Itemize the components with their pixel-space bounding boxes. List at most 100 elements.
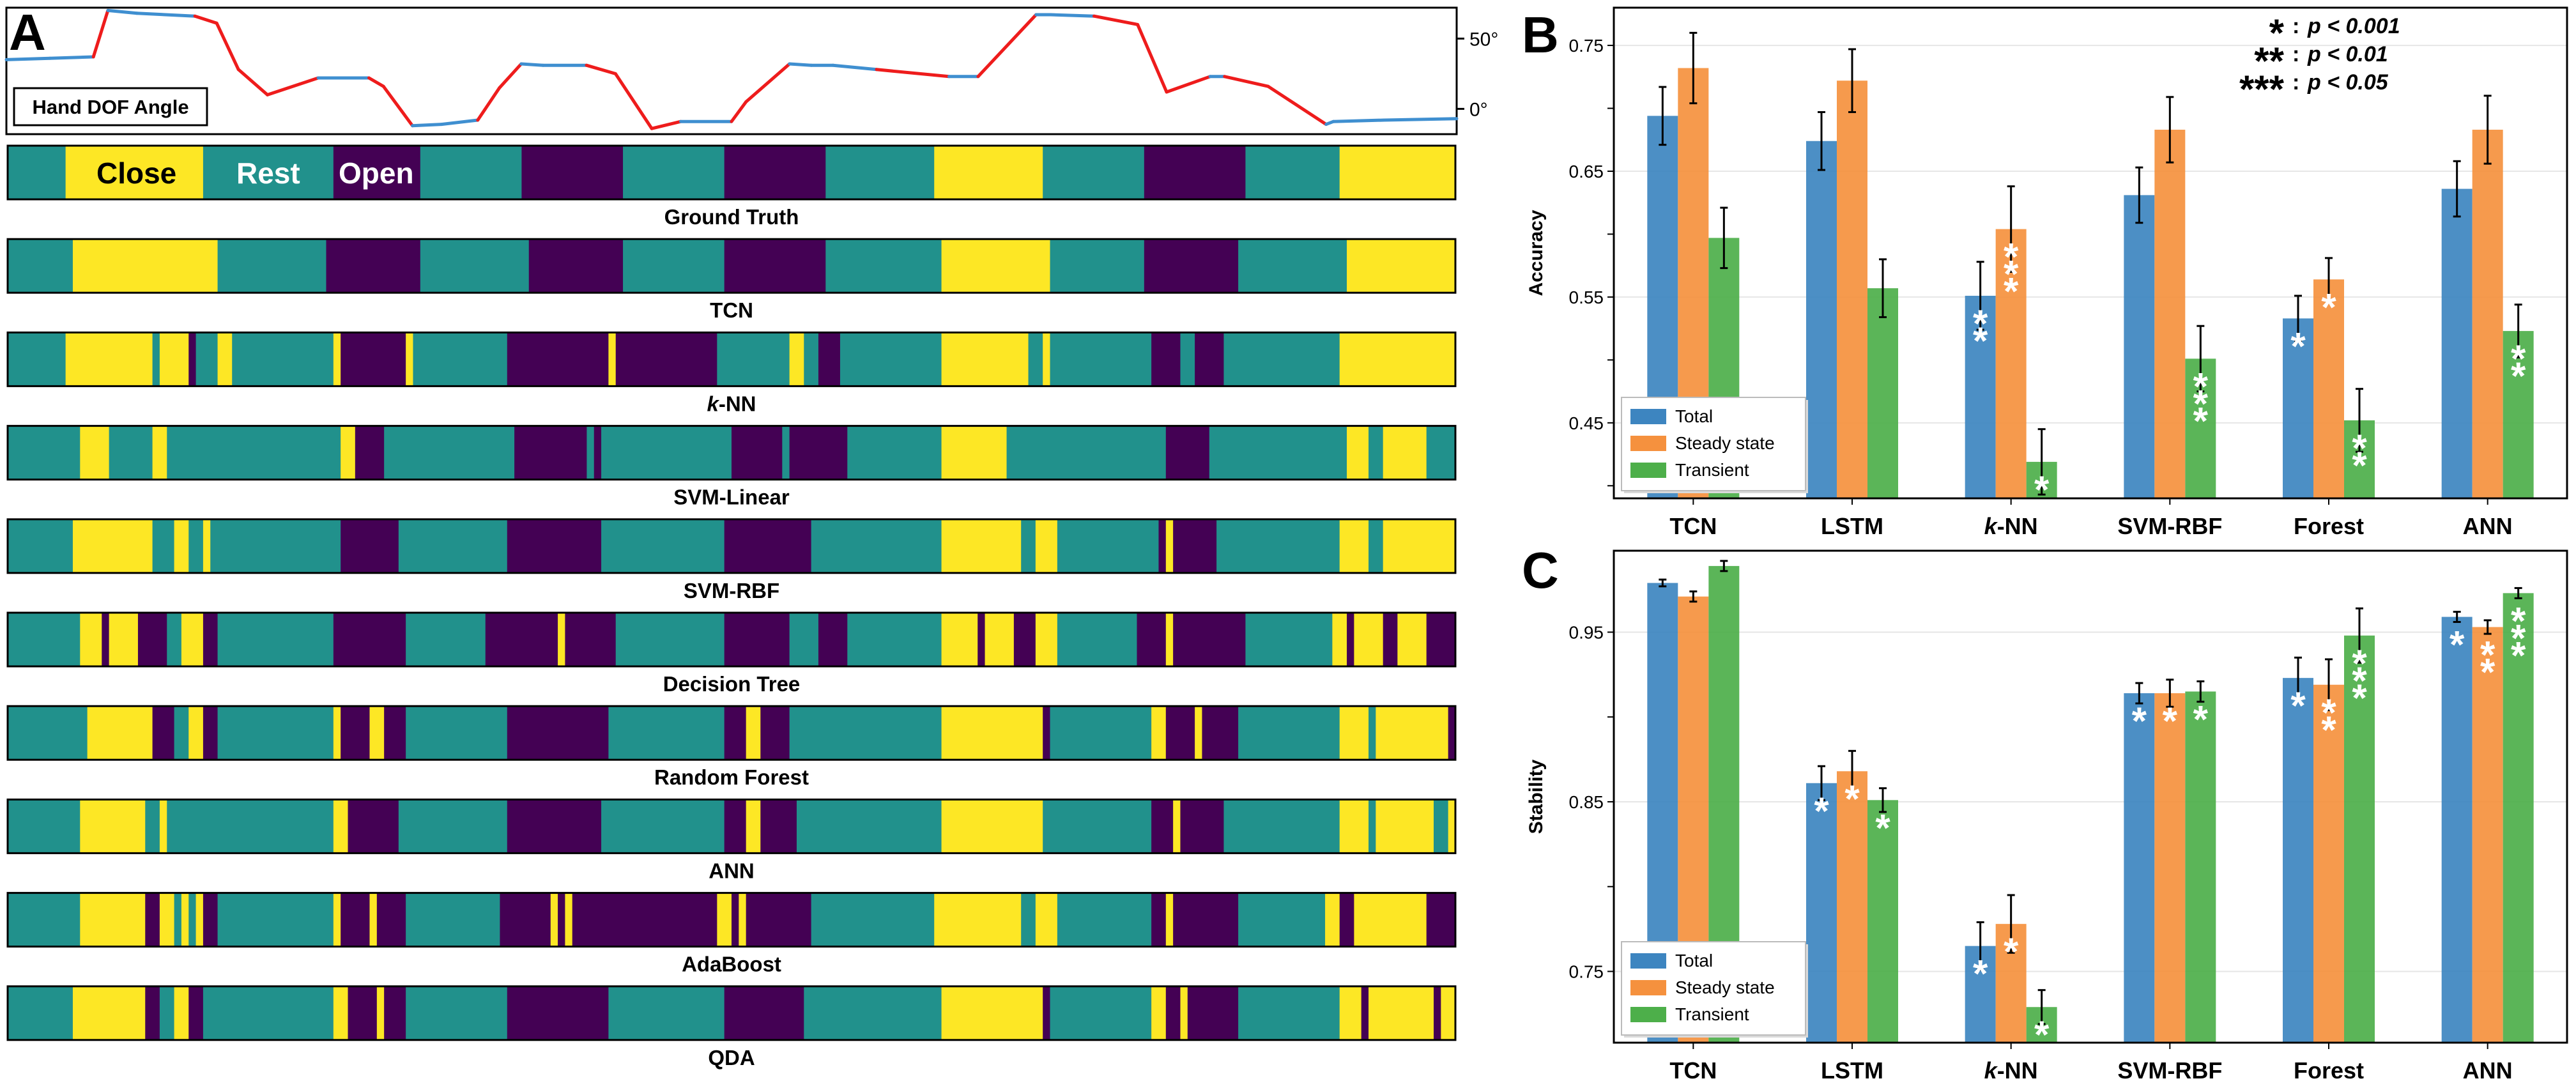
strip-segment — [789, 706, 942, 760]
strip-segment — [941, 239, 1051, 293]
strip-frame — [6, 425, 1457, 481]
legend-swatch-total — [1630, 953, 1666, 969]
angle-segment — [106, 8, 139, 15]
legend-rest: Rest — [236, 157, 300, 190]
strip-segment — [507, 706, 609, 760]
angle-segment — [381, 84, 415, 128]
significance-star: * — [2290, 684, 2306, 727]
strip-segment — [558, 613, 566, 666]
strip-segment — [985, 613, 1015, 666]
strip-segment — [203, 519, 211, 573]
bar-steady-state-svm-rbf — [2154, 693, 2186, 1043]
strip-segment — [174, 519, 189, 573]
significance-star: * — [1973, 953, 1988, 995]
angle-segment — [613, 72, 654, 130]
sig-legend-stars-2: ** — [2254, 40, 2284, 82]
strip-segment — [1043, 986, 1051, 1040]
strip-segment — [420, 239, 530, 293]
y-tick-label: 0.85 — [1569, 792, 1604, 812]
strip-segment — [1339, 706, 1369, 760]
strip-segment — [384, 706, 406, 760]
strip-segment — [80, 425, 110, 480]
significance-star: * — [1844, 778, 1860, 820]
x-tick-label: LSTM — [1821, 513, 1883, 539]
bar-transient-ann — [2503, 593, 2534, 1043]
strip-segment — [941, 986, 1043, 1040]
significance-star: * — [1973, 319, 1988, 362]
x-tick-label: SVM-RBF — [2117, 513, 2222, 539]
angle-segment — [1092, 14, 1140, 26]
strip-segment — [804, 332, 819, 387]
strip-segment — [717, 332, 790, 387]
x-tick-label: k-NN — [1984, 513, 2038, 539]
strip-segment — [1137, 613, 1167, 666]
strip-segment — [326, 239, 421, 293]
bar-total-ann — [2441, 188, 2472, 498]
strip-segment — [109, 613, 139, 666]
strip-segment — [724, 146, 826, 199]
strip-segment — [333, 893, 341, 947]
strip-segment — [217, 893, 334, 947]
strip-segment — [1397, 613, 1427, 666]
strip-segment — [217, 332, 233, 387]
strip-label: TCN — [710, 298, 753, 322]
significance-star: * — [2004, 236, 2019, 279]
angle-segment — [476, 86, 502, 122]
strip-segment — [188, 332, 197, 387]
strip-segment — [152, 706, 175, 760]
sig-legend-stars-1: * — [2269, 12, 2285, 54]
bar-steady-state-k-nn — [1995, 229, 2027, 498]
significance-star: * — [2511, 599, 2526, 642]
strip-segment — [724, 519, 812, 573]
strip-segment — [1376, 706, 1449, 760]
strip-segment — [217, 239, 327, 293]
strip-segment — [507, 332, 609, 387]
strip-segment — [109, 425, 153, 480]
strip-segment — [333, 986, 349, 1040]
strip-segment — [167, 425, 341, 480]
strip-segment — [159, 893, 175, 947]
strip-segment — [1035, 613, 1058, 666]
strip-segment — [565, 893, 573, 947]
strip-random-forest: Random Forest — [6, 705, 1457, 789]
strip-segment — [8, 425, 80, 480]
bar-total-lstm — [1806, 783, 1837, 1043]
strip-segment — [333, 332, 341, 387]
strip-segment — [514, 425, 587, 480]
strip-segment — [72, 519, 153, 573]
angle-segment — [135, 12, 197, 18]
angle-segment — [730, 100, 748, 123]
angle-segment — [498, 62, 523, 89]
strip-segment — [847, 613, 942, 666]
strip-segment — [1173, 613, 1246, 666]
strip-segment — [355, 425, 385, 480]
strip-segment — [174, 706, 189, 760]
strip-segment — [1245, 613, 1333, 666]
strip-segment — [977, 613, 986, 666]
significance-star: * — [2321, 286, 2336, 328]
y-tick-label: 0.55 — [1569, 288, 1604, 307]
strip-segment — [1238, 893, 1326, 947]
strip-segment — [941, 799, 1043, 854]
strip-segment — [167, 799, 334, 854]
strip-segment — [724, 613, 790, 666]
strip-segment — [608, 706, 725, 760]
strip-segment — [406, 986, 508, 1040]
sig-legend-colon-2: : — [2292, 42, 2299, 66]
significance-star: * — [2480, 633, 2496, 676]
angle-plot-frame — [5, 6, 1458, 135]
sig-legend-text-2: p < 0.01 — [2307, 42, 2388, 66]
strip-segment — [1339, 146, 1456, 199]
y-tick-label: 0.75 — [1569, 962, 1604, 981]
strip-segment — [333, 613, 406, 666]
strip-segment — [941, 519, 1022, 573]
x-tick-label: ANN — [2463, 513, 2513, 539]
bar-steady-state-lstm — [1837, 771, 1867, 1043]
significance-star: * — [2321, 709, 2336, 751]
strip-segment — [406, 332, 414, 387]
strip-segment — [145, 986, 160, 1040]
x-tick-label: Forest — [2294, 1057, 2364, 1081]
sig-legend-text-3: p < 0.05 — [2307, 70, 2389, 95]
significance-star: * — [2352, 444, 2367, 487]
strip-segment — [1223, 799, 1340, 854]
